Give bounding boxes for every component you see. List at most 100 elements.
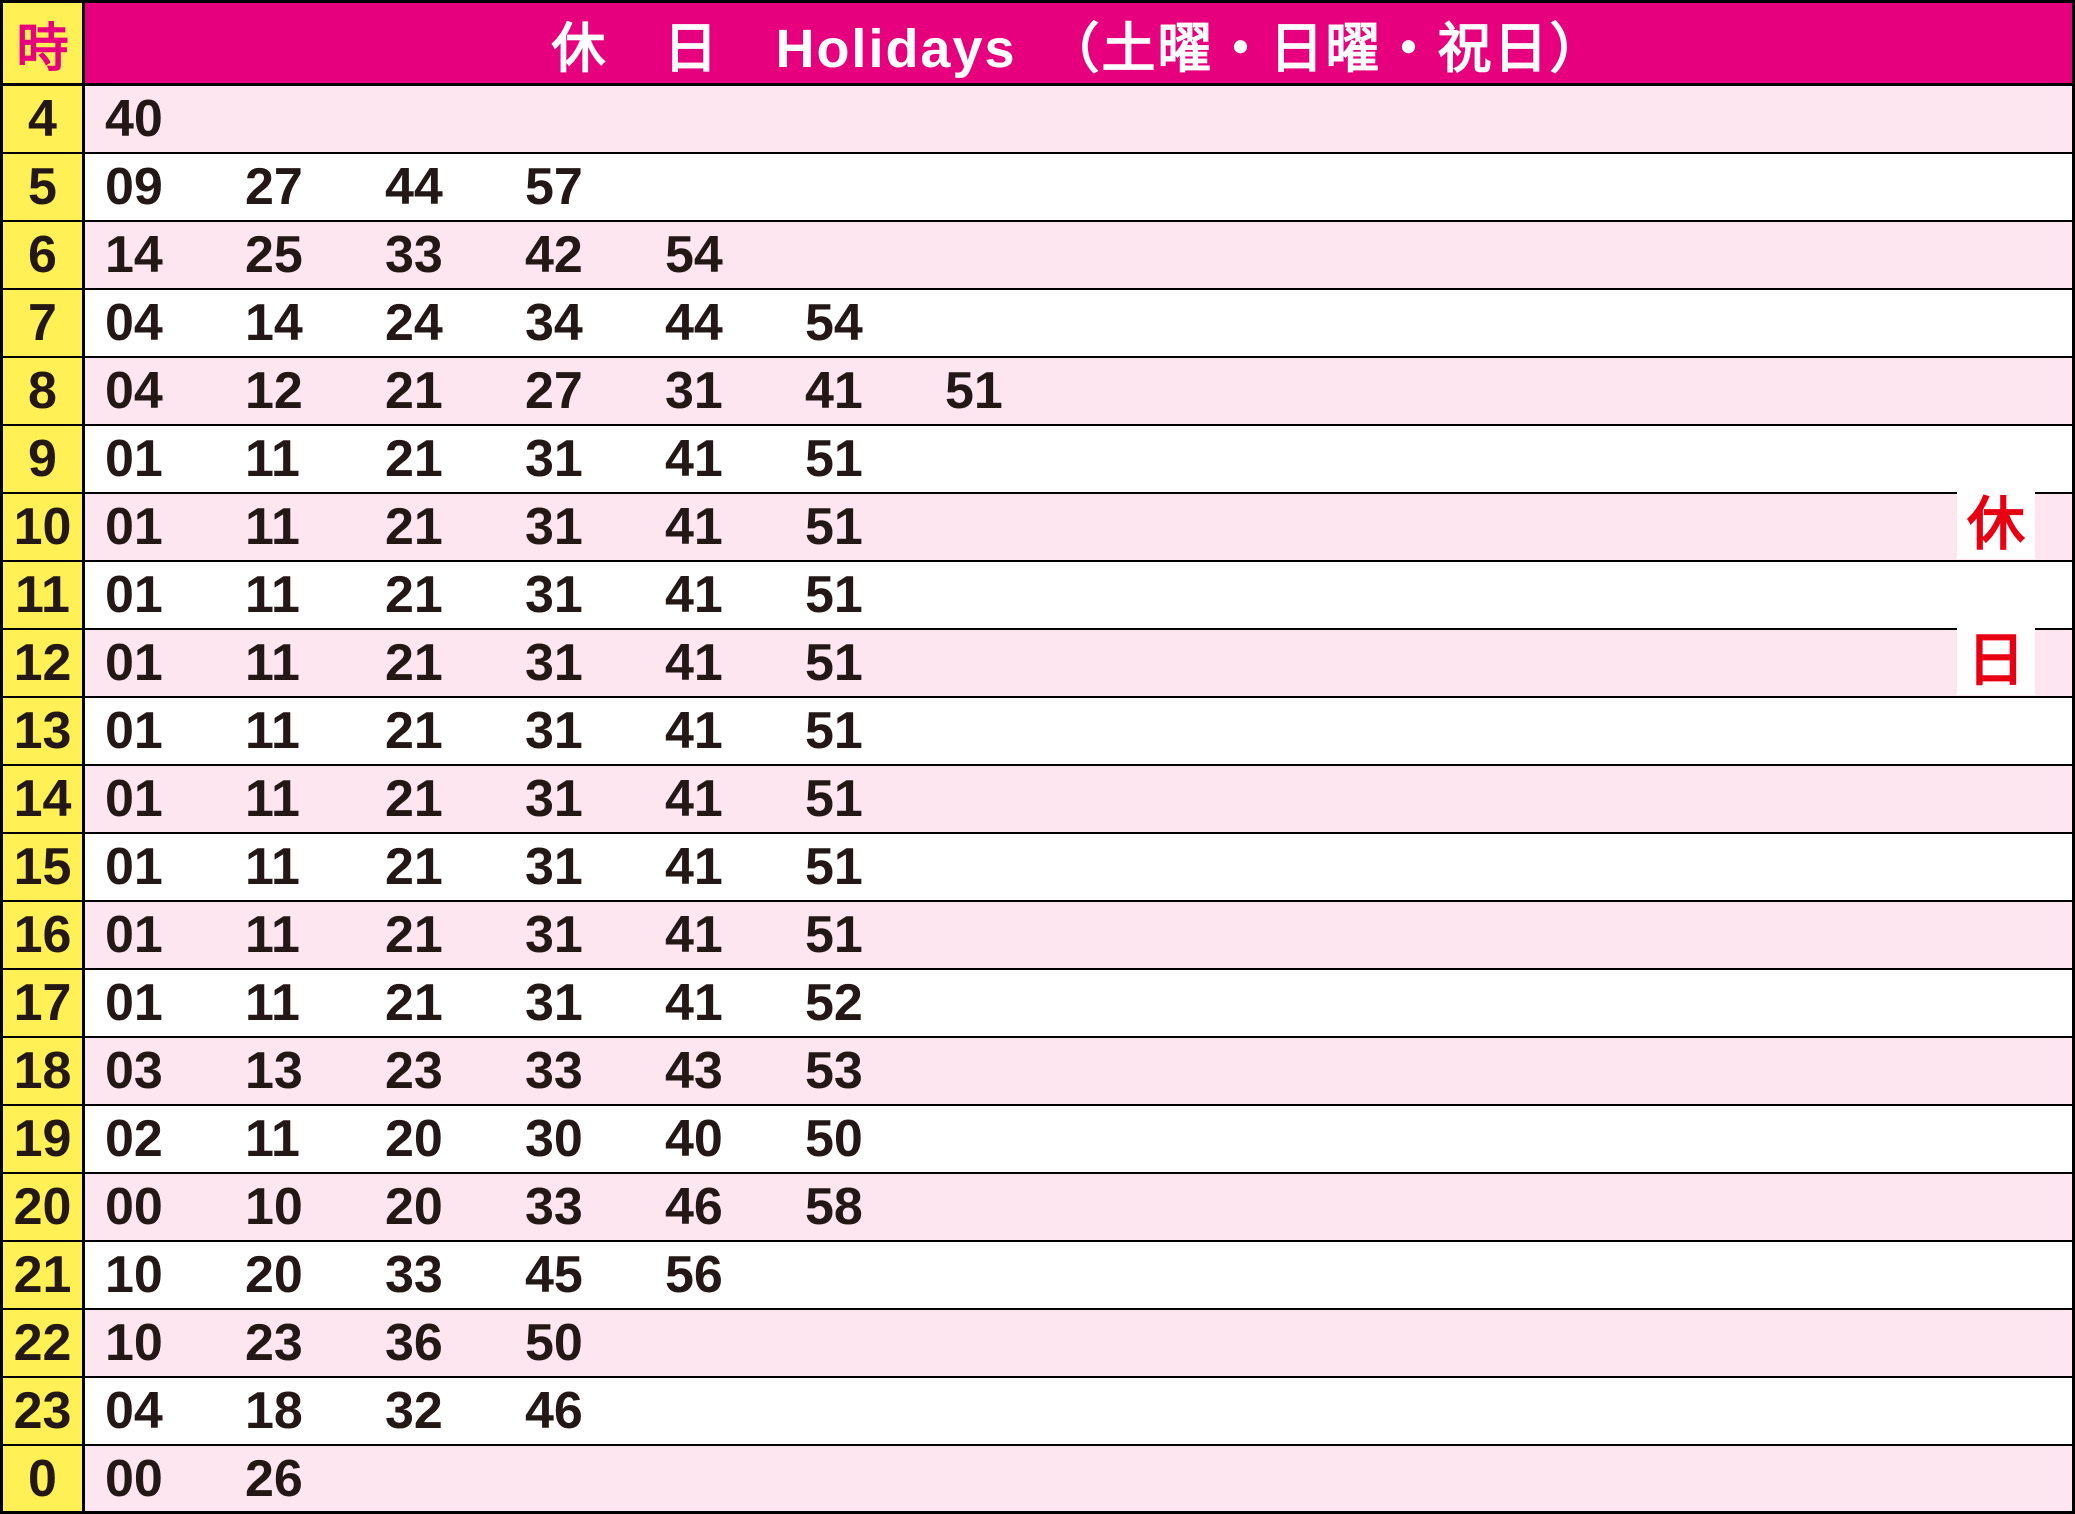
minute-value: 33 (385, 229, 525, 281)
minute-value: 25 (245, 229, 385, 281)
minute-value: 44 (385, 161, 525, 213)
minute-value: 10 (105, 1317, 245, 1369)
hour-cell: 20 (3, 1174, 85, 1240)
minutes-cell: 041424344454 (85, 290, 2072, 356)
minute-value: 41 (665, 909, 805, 961)
minute-value: 51 (805, 705, 945, 757)
minutes-cell: 0026 (85, 1446, 2072, 1511)
minute-value: 41 (805, 365, 945, 417)
table-row: 17011121314152 (0, 970, 2075, 1038)
minute-value: 11 (245, 841, 385, 893)
minutes-cell: 011121314151 (85, 630, 2072, 696)
table-row: 440 (0, 86, 2075, 154)
minute-value: 21 (385, 637, 525, 689)
table-row: 16011121314151 (0, 902, 2075, 970)
minute-value: 21 (385, 705, 525, 757)
hour-cell: 23 (3, 1378, 85, 1444)
minute-value: 51 (805, 569, 945, 621)
minute-value: 52 (805, 977, 945, 1029)
minute-value: 00 (105, 1181, 245, 1233)
minute-value: 24 (385, 297, 525, 349)
hour-cell: 5 (3, 154, 85, 220)
minute-value: 41 (665, 637, 805, 689)
minute-value: 04 (105, 1385, 245, 1437)
minute-value: 51 (805, 773, 945, 825)
minute-value: 04 (105, 297, 245, 349)
hour-cell: 14 (3, 766, 85, 832)
minute-value: 31 (525, 909, 665, 961)
minute-value: 20 (385, 1181, 525, 1233)
minute-value: 01 (105, 841, 245, 893)
table-row: 13011121314151 (0, 698, 2075, 766)
minute-value: 01 (105, 501, 245, 553)
minute-value: 03 (105, 1045, 245, 1097)
minute-value: 33 (525, 1045, 665, 1097)
minutes-cell: 011121314151 (85, 902, 2072, 968)
minute-value: 54 (665, 229, 805, 281)
minute-value: 58 (805, 1181, 945, 1233)
minute-value: 31 (525, 841, 665, 893)
table-row: 18031323334353 (0, 1038, 2075, 1106)
minute-value: 13 (245, 1045, 385, 1097)
minute-value: 40 (665, 1113, 805, 1165)
minute-value: 20 (385, 1113, 525, 1165)
minutes-cell: 011121314151 (85, 562, 2072, 628)
minute-value: 57 (525, 161, 665, 213)
minute-value: 01 (105, 433, 245, 485)
minutes-cell: 011121314152 (85, 970, 2072, 1036)
minute-value: 01 (105, 909, 245, 961)
hour-cell: 22 (3, 1310, 85, 1376)
minutes-cell: 40 (85, 86, 2072, 152)
minute-value: 14 (105, 229, 245, 281)
hour-cell: 7 (3, 290, 85, 356)
minute-value: 14 (245, 297, 385, 349)
minutes-cell: 031323334353 (85, 1038, 2072, 1104)
minute-value: 31 (525, 637, 665, 689)
minute-value: 21 (385, 977, 525, 1029)
table-row: 11011121314151 (0, 562, 2075, 630)
minute-value: 46 (525, 1385, 665, 1437)
table-row: 61425334254 (0, 222, 2075, 290)
minute-value: 44 (665, 297, 805, 349)
minutes-cell: 011121314151 (85, 834, 2072, 900)
rows-container: 4405092744576142533425470414243444548041… (0, 86, 2075, 1514)
minute-value: 21 (385, 909, 525, 961)
hour-cell: 17 (3, 970, 85, 1036)
minutes-cell: 09274457 (85, 154, 2072, 220)
minute-value: 18 (245, 1385, 385, 1437)
hour-cell: 16 (3, 902, 85, 968)
minute-value: 53 (805, 1045, 945, 1097)
minute-value: 02 (105, 1113, 245, 1165)
minute-value: 31 (665, 365, 805, 417)
minute-value: 21 (385, 501, 525, 553)
table-row: 7041424344454 (0, 290, 2075, 358)
minute-value: 21 (385, 433, 525, 485)
timetable-title: 休 日 Holidays （土曜・日曜・祝日） (85, 3, 2072, 83)
minute-value: 51 (805, 501, 945, 553)
minute-value: 36 (385, 1317, 525, 1369)
minute-value: 41 (665, 433, 805, 485)
minute-value: 04 (105, 365, 245, 417)
minute-value: 11 (245, 773, 385, 825)
minute-value: 31 (525, 501, 665, 553)
hour-cell: 9 (3, 426, 85, 492)
table-row: 2304183246 (0, 1378, 2075, 1446)
minute-value: 21 (385, 773, 525, 825)
table-row: 2210233650 (0, 1310, 2075, 1378)
minute-value: 42 (525, 229, 665, 281)
minute-value: 41 (665, 841, 805, 893)
table-row: 10011121314151 (0, 494, 2075, 562)
minute-value: 50 (805, 1113, 945, 1165)
minute-value: 21 (385, 841, 525, 893)
minute-value: 33 (525, 1181, 665, 1233)
side-label-holiday-2: 日 (1957, 627, 2035, 695)
table-row: 12011121314151 (0, 630, 2075, 698)
minute-value: 51 (805, 637, 945, 689)
minute-value: 34 (525, 297, 665, 349)
minute-value: 01 (105, 705, 245, 757)
table-row: 00026 (0, 1446, 2075, 1514)
minute-value: 51 (805, 841, 945, 893)
minute-value: 41 (665, 773, 805, 825)
minute-value: 46 (665, 1181, 805, 1233)
minutes-cell: 021120304050 (85, 1106, 2072, 1172)
